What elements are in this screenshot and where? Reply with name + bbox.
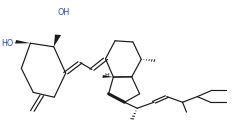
Polygon shape xyxy=(15,40,30,44)
Polygon shape xyxy=(102,75,113,78)
Polygon shape xyxy=(54,35,61,47)
Text: H: H xyxy=(104,73,109,78)
Text: HO: HO xyxy=(1,39,14,48)
Text: OH: OH xyxy=(58,8,70,17)
